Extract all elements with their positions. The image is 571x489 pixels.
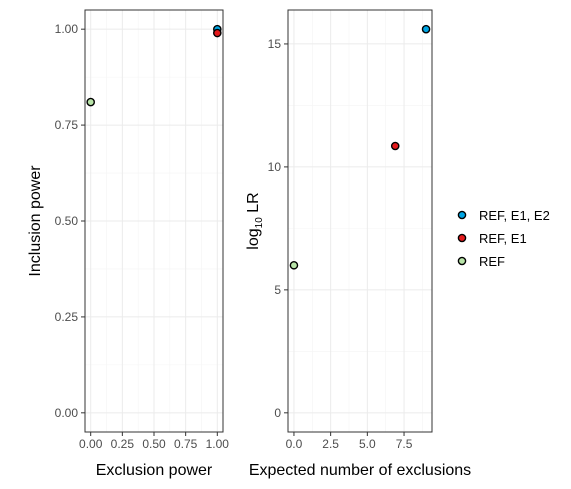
panel2-y-axis-title-main: log <box>245 228 262 249</box>
legend-label: REF, E1, E2 <box>479 208 550 223</box>
p1-y-tick-label: 0.00 <box>55 406 79 420</box>
point-ref-e1-e2 <box>422 26 429 33</box>
panel1-x-axis-title: Exclusion power <box>96 462 213 479</box>
p1-x-tick-label: 1.00 <box>206 437 230 451</box>
p1-y-tick-label: 0.75 <box>55 118 79 132</box>
legend-key-ref-e1-e2 <box>458 211 465 218</box>
legend-label: REF, E1 <box>479 231 527 246</box>
p2-y-tick-label: 10 <box>268 160 282 174</box>
p2-x-tick-label: 7.5 <box>396 437 413 451</box>
p2-x-tick-label: 5.0 <box>359 437 376 451</box>
p2-y-tick-label: 0 <box>274 406 281 420</box>
panel2-y-axis-title-subscript: 10 <box>254 217 265 229</box>
point-ref <box>87 98 94 105</box>
p1-x-tick-label: 0.50 <box>142 437 166 451</box>
panel2-y-axis-title-rest: LR <box>245 192 262 217</box>
legend-label: REF <box>479 254 505 269</box>
panel1-y-axis-title: Inclusion power <box>27 165 44 277</box>
p1-y-tick-label: 0.50 <box>55 214 79 228</box>
point-ref-e1 <box>392 142 399 149</box>
legend-key-ref-e1 <box>458 234 465 241</box>
legend-key-ref <box>458 257 465 264</box>
point-ref <box>290 262 297 269</box>
p2-x-tick-label: 0.0 <box>286 437 303 451</box>
p1-x-tick-label: 0.00 <box>79 437 103 451</box>
p2-panel-background <box>288 10 432 432</box>
panel1-grid <box>85 10 223 432</box>
p1-x-tick-label: 0.25 <box>111 437 135 451</box>
point-ref-e1 <box>214 29 221 36</box>
p1-y-tick-label: 0.25 <box>55 310 79 324</box>
panel2-grid <box>288 10 432 432</box>
p2-y-tick-label: 15 <box>268 37 282 51</box>
p2-y-tick-label: 5 <box>274 283 281 297</box>
p2-x-tick-label: 2.5 <box>322 437 339 451</box>
p1-x-tick-label: 0.75 <box>174 437 198 451</box>
panel2-x-axis-title: Expected number of exclusions <box>249 462 471 479</box>
p1-y-tick-label: 1.00 <box>55 22 79 36</box>
